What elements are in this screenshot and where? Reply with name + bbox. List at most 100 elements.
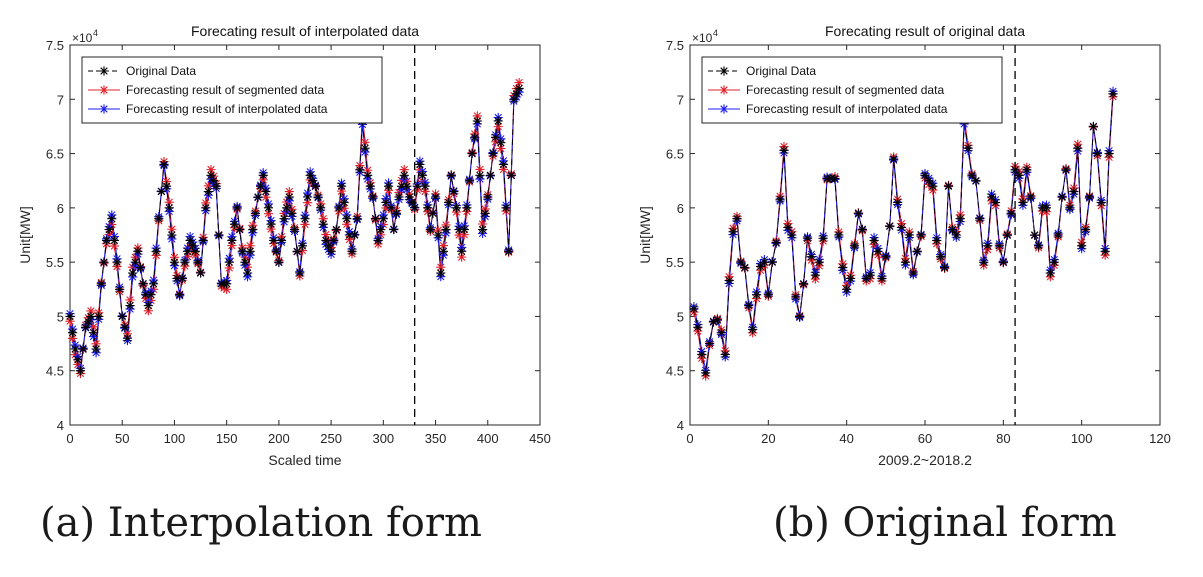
original-point <box>493 116 503 126</box>
original-point <box>963 143 973 153</box>
segmented-point <box>128 262 138 272</box>
original-point <box>457 246 467 256</box>
original-point <box>122 333 133 343</box>
x-tick-label: 50 <box>115 431 129 446</box>
legend-label: Forecasting result of interpolated data <box>746 102 948 116</box>
original-point <box>986 192 997 202</box>
original-point <box>308 176 318 186</box>
segmented-point <box>148 284 159 294</box>
segmented-point <box>143 306 153 316</box>
original-point <box>279 214 289 224</box>
original-point <box>115 284 125 294</box>
original-point <box>842 284 852 294</box>
original-point <box>198 235 208 246</box>
original-point <box>732 214 742 224</box>
segmented-point <box>459 230 469 240</box>
original-point <box>175 290 185 300</box>
original-point <box>107 214 117 224</box>
original-point <box>845 273 856 284</box>
original-point <box>1033 241 1044 251</box>
legend-marker <box>719 85 729 95</box>
original-point <box>256 181 266 191</box>
y-tick-label: 7 <box>57 92 64 107</box>
y-axis-label: Unit[MW] <box>17 206 33 264</box>
original-point <box>420 181 430 191</box>
original-point <box>477 224 488 235</box>
original-point <box>470 132 480 142</box>
y-tick-label: 4.5 <box>46 364 64 379</box>
chart-title: Forecating result of interpolated data <box>191 23 419 39</box>
original-point <box>402 181 412 191</box>
original-point <box>1096 197 1106 208</box>
original-point <box>177 273 187 284</box>
original-point <box>716 328 726 338</box>
segmented-point <box>472 111 482 121</box>
caption-a: (a) Interpolation form <box>40 500 482 546</box>
legend-label: Forecasting result of segmented data <box>746 83 944 97</box>
x-tick-label: 450 <box>529 431 551 446</box>
original-point <box>483 192 493 202</box>
original-point <box>245 246 255 256</box>
original-point <box>708 317 719 327</box>
original-point <box>258 170 268 180</box>
original-point <box>266 219 276 229</box>
original-point <box>253 192 263 202</box>
original-point <box>65 311 75 322</box>
original-point <box>295 268 305 278</box>
x-axis-label: 2009.2~2018.2 <box>878 452 972 468</box>
segmented-point <box>399 164 409 175</box>
original-point <box>399 170 409 180</box>
original-point <box>751 290 762 300</box>
original-point <box>141 290 151 300</box>
original-point <box>365 181 375 191</box>
original-point <box>135 262 146 273</box>
segmented-point <box>73 359 83 370</box>
y-tick-label: 5 <box>57 309 64 324</box>
original-point <box>370 214 381 224</box>
original-point <box>857 224 867 235</box>
original-point <box>1014 170 1024 180</box>
original-point <box>998 257 1008 267</box>
segmented-point <box>201 198 211 208</box>
original-point <box>1065 203 1075 213</box>
segmented-point <box>261 192 271 202</box>
x-tick-label: 20 <box>761 431 775 446</box>
legend-marker <box>99 66 109 76</box>
original-point <box>430 192 441 202</box>
segmented-point <box>321 229 331 240</box>
legend-label: Forecasting result of segmented data <box>126 83 324 97</box>
original-point <box>125 300 135 311</box>
original-point <box>498 159 509 170</box>
y-multiplier-exponent: 4 <box>93 28 98 38</box>
original-point <box>728 227 738 237</box>
original-point <box>480 208 490 218</box>
original-point <box>504 246 514 256</box>
original-point <box>955 214 965 224</box>
segmented-point <box>300 219 310 230</box>
segmented-point <box>477 219 488 229</box>
original-point <box>214 230 224 240</box>
original-point <box>78 344 88 354</box>
original-point <box>939 262 950 273</box>
original-point <box>1104 148 1114 159</box>
original-point <box>814 257 824 267</box>
original-point <box>755 261 766 272</box>
original-point <box>133 246 143 256</box>
original-point <box>877 273 887 284</box>
segmented-point <box>88 322 99 332</box>
original-point <box>724 276 734 286</box>
original-point <box>932 235 942 246</box>
segmented-point <box>245 241 255 251</box>
original-point <box>1053 230 1063 240</box>
original-point <box>740 262 750 273</box>
y-tick-label: 6.5 <box>46 147 64 162</box>
y-tick-label: 6 <box>57 201 64 216</box>
original-point <box>462 203 472 213</box>
original-point <box>1002 230 1012 240</box>
original-point <box>232 203 242 213</box>
chart-a-svg: Forecating result of interpolated data 0 5… <box>17 23 551 468</box>
original-point <box>441 224 451 235</box>
segmented-point <box>282 197 292 207</box>
segmented-point <box>415 165 425 175</box>
original-point <box>412 181 422 191</box>
